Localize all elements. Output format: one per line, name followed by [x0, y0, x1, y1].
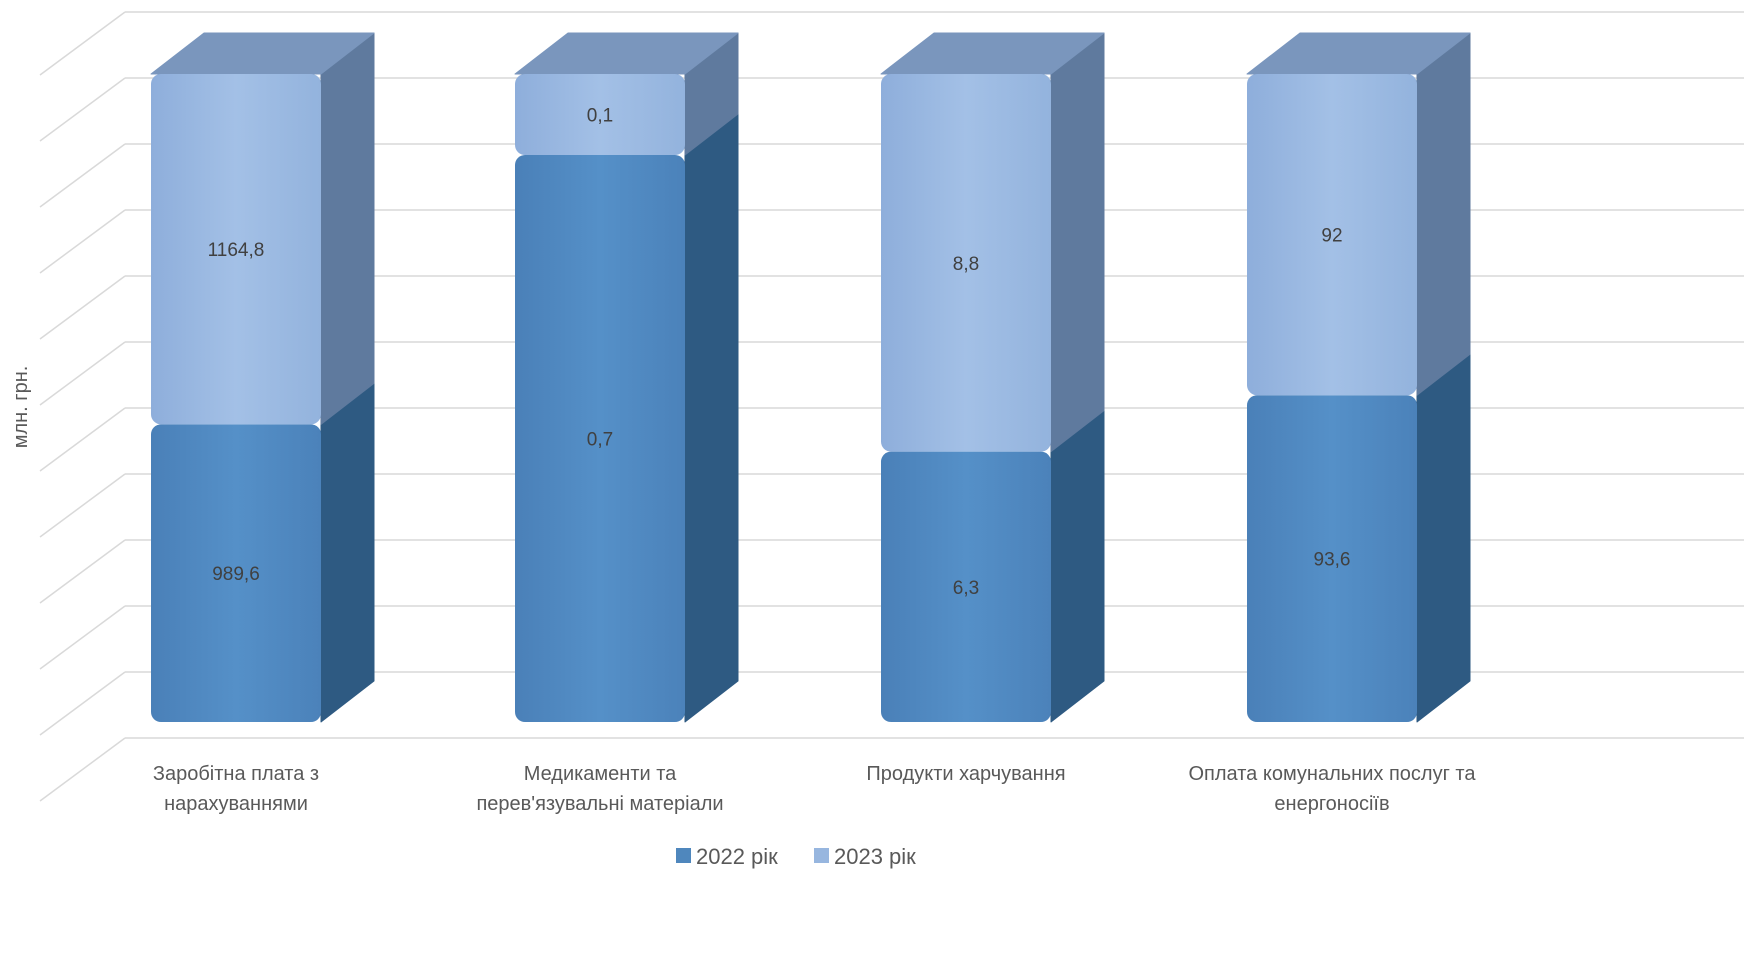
gridline-side	[39, 77, 126, 142]
bar-front	[1247, 74, 1417, 396]
gridline-side	[39, 341, 126, 406]
legend-item: 2023 рік	[814, 844, 916, 869]
bar-side	[320, 32, 375, 425]
y-axis-label: млн. грн.	[10, 366, 32, 449]
bar-segment-2022	[1247, 353, 1471, 723]
category-label: Оплата комунальних послуг та енергоносіїв	[1189, 763, 1477, 815]
legend-label: 2023 рік	[834, 844, 916, 869]
legend: 2022 рік 2023 рік	[676, 844, 916, 869]
bar-side	[684, 113, 739, 723]
data-labels: 989,6 1164,8 0,7 0,1 6,3 8,8 93,6 92	[208, 106, 1351, 599]
gridline-side	[39, 737, 126, 802]
bar-segment-2022	[515, 113, 739, 723]
gridline-side	[39, 473, 126, 538]
bar-front	[515, 155, 685, 722]
bar-front	[515, 74, 685, 155]
gridline-side	[39, 539, 126, 604]
legend-label: 2022 рік	[696, 844, 778, 869]
bar-segment-2022	[151, 382, 375, 723]
bars	[150, 32, 1471, 723]
data-label: 0,7	[587, 430, 613, 451]
gridline-side	[39, 605, 126, 670]
bar-front	[1247, 395, 1417, 722]
data-label: 1164,8	[208, 240, 265, 261]
data-label: 8,8	[953, 254, 979, 275]
bar-side	[1050, 32, 1105, 453]
bar-front	[881, 74, 1051, 452]
bar-side	[1050, 410, 1105, 723]
bar-segment-2022	[881, 410, 1105, 723]
bar-side	[1416, 32, 1471, 396]
gridline-side	[39, 11, 126, 76]
data-label: 0,1	[587, 106, 613, 127]
bar-segment-2023	[150, 32, 375, 425]
bar-side	[1416, 353, 1471, 723]
gridline-side	[39, 209, 126, 274]
bar-segment-2023	[514, 32, 739, 156]
bar-front	[151, 424, 321, 722]
bar-side	[320, 382, 375, 723]
data-label: 6,3	[953, 578, 979, 599]
category-labels: Заробітна плата з нарахуваннями Медикамент…	[153, 763, 1476, 815]
category-label: Заробітна плата з нарахуваннями	[153, 763, 319, 815]
gridline-side	[39, 671, 126, 736]
data-label: 93,6	[1314, 550, 1351, 571]
bar-segment-2023	[880, 32, 1105, 453]
data-label: 989,6	[212, 564, 260, 585]
gridline-side	[39, 143, 126, 208]
data-label: 92	[1321, 226, 1342, 247]
legend-swatch	[814, 848, 829, 863]
gridline-side	[39, 407, 126, 472]
legend-swatch	[676, 848, 691, 863]
bar-segment-2023	[1246, 32, 1471, 396]
bar-front	[151, 74, 321, 425]
gridline-side	[39, 275, 126, 340]
category-label: Медикаменти та перев'язувальні матеріали	[476, 763, 723, 815]
legend-item: 2022 рік	[676, 844, 778, 869]
bar-front	[881, 451, 1051, 722]
category-label: Продукти харчування	[866, 763, 1065, 785]
